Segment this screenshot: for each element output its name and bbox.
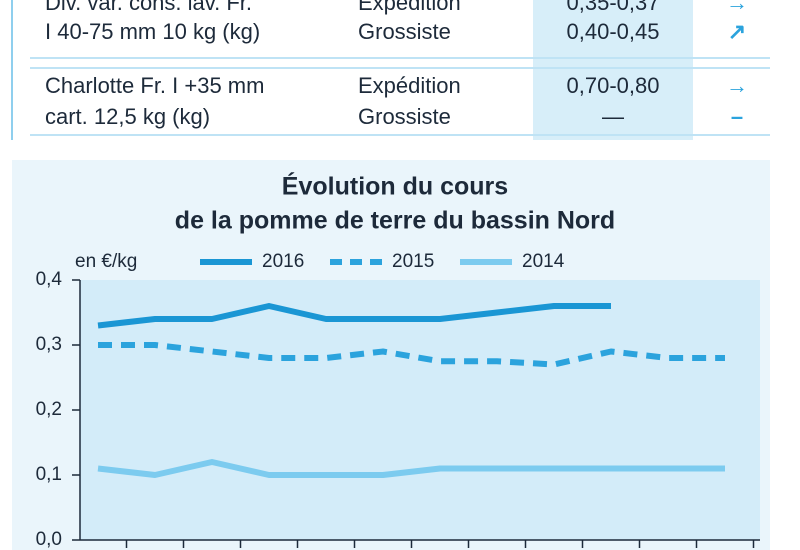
y-tick-label: 0,4 (36, 269, 63, 290)
price-column (533, 0, 693, 140)
legend-label: 2015 (392, 251, 434, 272)
series-line (97, 459, 725, 478)
price: — (602, 104, 624, 129)
product: Charlotte Fr. I +35 mm (45, 73, 264, 98)
legend-label: 2014 (522, 251, 565, 272)
price: 0,40-0,45 (567, 19, 660, 44)
product: cart. 12,5 kg (kg) (45, 104, 210, 129)
y-tick-label: 0,2 (36, 399, 62, 420)
market: Grossiste (358, 104, 451, 129)
trend: → (726, 0, 748, 15)
trend: – (731, 104, 743, 129)
chart-title: de la pomme de terre du bassin Nord (175, 207, 615, 235)
plot-area (80, 280, 760, 540)
market: Grossiste (358, 19, 451, 44)
trend: → (726, 73, 748, 98)
y-tick-label: 0,1 (36, 464, 62, 485)
legend-label: 2016 (262, 251, 304, 272)
series-line (98, 342, 725, 368)
product: Div. var. cons. lav. Fr. (45, 0, 252, 15)
price: 0,70-0,80 (567, 73, 660, 98)
y-tick-label: 0,0 (36, 529, 62, 550)
product: I 40-75 mm 10 kg (kg) (45, 19, 260, 44)
market: Expédition (358, 0, 461, 15)
y-axis-label: en €/kg (75, 251, 137, 272)
series-line (97, 303, 611, 329)
chart-title: Évolution du cours (282, 172, 508, 201)
market: Expédition (358, 73, 461, 98)
y-tick-label: 0,3 (36, 334, 62, 355)
trend: ↗ (728, 19, 746, 44)
price: 0,35-0,37 (567, 0, 660, 15)
